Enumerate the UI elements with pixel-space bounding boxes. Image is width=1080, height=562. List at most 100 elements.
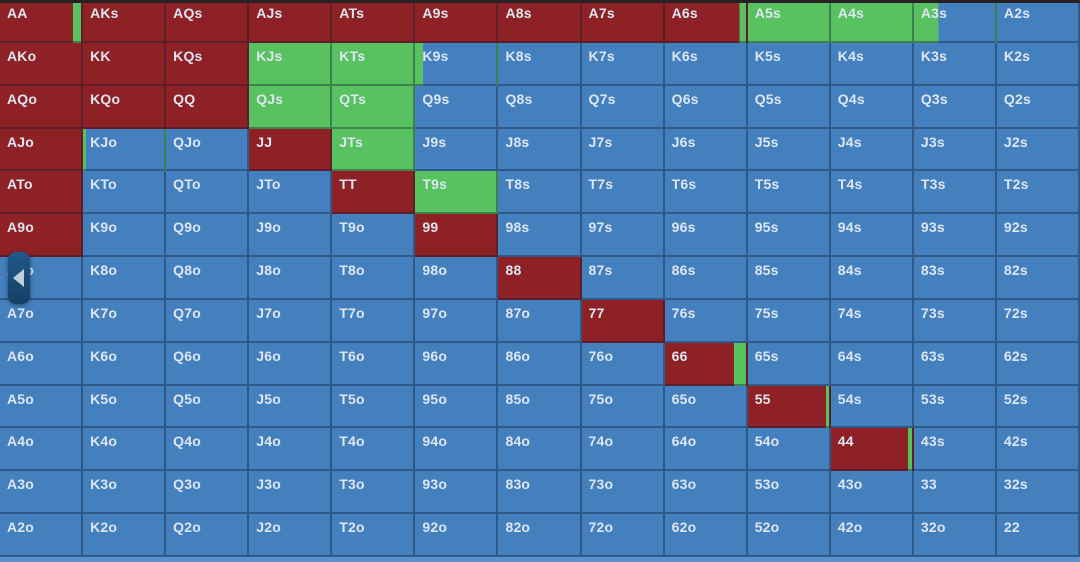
cell-98o[interactable]: 98o — [415, 257, 499, 300]
cell-84s[interactable]: 84s — [830, 257, 914, 300]
cell-42s[interactable]: 42s — [996, 428, 1080, 472]
cell-99[interactable]: 99 — [415, 214, 499, 258]
cell-A9s[interactable]: A9s — [415, 0, 499, 43]
cell-Q7o[interactable]: Q7o — [166, 299, 250, 343]
cell-75o[interactable]: 75o — [581, 385, 665, 429]
cell-J2o[interactable]: J2o — [249, 514, 333, 557]
cell-88[interactable]: 88 — [498, 257, 582, 300]
cell-84o[interactable]: 84o — [498, 428, 582, 472]
cell-KJo[interactable]: KJo — [83, 128, 167, 172]
cell-Q4s[interactable]: Q4s — [830, 85, 914, 129]
cell-J7o[interactable]: J7o — [249, 299, 333, 343]
cell-95o[interactable]: 95o — [415, 385, 499, 429]
cell-87s[interactable]: 87s — [581, 257, 665, 300]
cell-T9s[interactable]: T9s — [415, 171, 499, 215]
cell-A3s[interactable]: A3s — [913, 0, 997, 43]
cell-73o[interactable]: 73o — [581, 471, 665, 515]
cell-K6s[interactable]: K6s — [664, 42, 748, 86]
cell-K9o[interactable]: K9o — [83, 214, 167, 258]
cell-A5o[interactable]: A5o — [0, 385, 84, 429]
cell-K5s[interactable]: K5s — [747, 42, 831, 86]
cell-96s[interactable]: 96s — [664, 214, 748, 258]
cell-K8s[interactable]: K8s — [498, 42, 582, 86]
cell-TT[interactable]: TT — [332, 171, 416, 215]
cell-42o[interactable]: 42o — [830, 514, 914, 557]
cell-AJs[interactable]: AJs — [249, 0, 333, 43]
cell-Q7s[interactable]: Q7s — [581, 85, 665, 129]
cell-K7o[interactable]: K7o — [83, 299, 167, 343]
cell-72s[interactable]: 72s — [996, 299, 1080, 343]
cell-77[interactable]: 77 — [581, 299, 665, 343]
cell-86o[interactable]: 86o — [498, 342, 582, 386]
cell-55[interactable]: 55 — [747, 385, 831, 429]
cell-T6s[interactable]: T6s — [664, 171, 748, 215]
cell-A4o[interactable]: A4o — [0, 428, 84, 472]
cell-64o[interactable]: 64o — [664, 428, 748, 472]
cell-85o[interactable]: 85o — [498, 385, 582, 429]
cell-J9o[interactable]: J9o — [249, 214, 333, 258]
cell-93o[interactable]: 93o — [415, 471, 499, 515]
cell-73s[interactable]: 73s — [913, 299, 997, 343]
cell-J3s[interactable]: J3s — [913, 128, 997, 172]
cell-T5o[interactable]: T5o — [332, 385, 416, 429]
cell-J9s[interactable]: J9s — [415, 128, 499, 172]
cell-32s[interactable]: 32s — [996, 471, 1080, 515]
cell-AQo[interactable]: AQo — [0, 85, 84, 129]
cell-75s[interactable]: 75s — [747, 299, 831, 343]
cell-K4o[interactable]: K4o — [83, 428, 167, 472]
cell-J8o[interactable]: J8o — [249, 257, 333, 300]
cell-43o[interactable]: 43o — [830, 471, 914, 515]
cell-QTo[interactable]: QTo — [166, 171, 250, 215]
cell-KJs[interactable]: KJs — [249, 42, 333, 86]
cell-ATo[interactable]: ATo — [0, 171, 84, 215]
cell-97o[interactable]: 97o — [415, 299, 499, 343]
cell-43s[interactable]: 43s — [913, 428, 997, 472]
cell-32o[interactable]: 32o — [913, 514, 997, 557]
cell-65s[interactable]: 65s — [747, 342, 831, 386]
cell-K6o[interactable]: K6o — [83, 342, 167, 386]
cell-82s[interactable]: 82s — [996, 257, 1080, 300]
cell-82o[interactable]: 82o — [498, 514, 582, 557]
cell-J4o[interactable]: J4o — [249, 428, 333, 472]
cell-K3o[interactable]: K3o — [83, 471, 167, 515]
cell-K2s[interactable]: K2s — [996, 42, 1080, 86]
cell-JTs[interactable]: JTs — [332, 128, 416, 172]
cell-64s[interactable]: 64s — [830, 342, 914, 386]
cell-98s[interactable]: 98s — [498, 214, 582, 258]
cell-Q8o[interactable]: Q8o — [166, 257, 250, 300]
cell-74s[interactable]: 74s — [830, 299, 914, 343]
cell-K4s[interactable]: K4s — [830, 42, 914, 86]
cell-92o[interactable]: 92o — [415, 514, 499, 557]
cell-76o[interactable]: 76o — [581, 342, 665, 386]
cell-AA[interactable]: AA — [0, 0, 84, 43]
cell-JTo[interactable]: JTo — [249, 171, 333, 215]
cell-Q4o[interactable]: Q4o — [166, 428, 250, 472]
cell-KQo[interactable]: KQo — [83, 85, 167, 129]
cell-86s[interactable]: 86s — [664, 257, 748, 300]
cell-J6s[interactable]: J6s — [664, 128, 748, 172]
cell-94s[interactable]: 94s — [830, 214, 914, 258]
cell-T4o[interactable]: T4o — [332, 428, 416, 472]
cell-T9o[interactable]: T9o — [332, 214, 416, 258]
cell-K5o[interactable]: K5o — [83, 385, 167, 429]
cell-76s[interactable]: 76s — [664, 299, 748, 343]
cell-AKs[interactable]: AKs — [83, 0, 167, 43]
cell-QJo[interactable]: QJo — [166, 128, 250, 172]
cell-T8o[interactable]: T8o — [332, 257, 416, 300]
cell-KTs[interactable]: KTs — [332, 42, 416, 86]
cell-33[interactable]: 33 — [913, 471, 997, 515]
cell-A2o[interactable]: A2o — [0, 514, 84, 557]
cell-Q3s[interactable]: Q3s — [913, 85, 997, 129]
cell-65o[interactable]: 65o — [664, 385, 748, 429]
cell-Q2o[interactable]: Q2o — [166, 514, 250, 557]
cell-72o[interactable]: 72o — [581, 514, 665, 557]
cell-A7s[interactable]: A7s — [581, 0, 665, 43]
cell-A6s[interactable]: A6s — [664, 0, 748, 43]
cell-54s[interactable]: 54s — [830, 385, 914, 429]
cell-J5s[interactable]: J5s — [747, 128, 831, 172]
cell-66[interactable]: 66 — [664, 342, 748, 386]
cell-KTo[interactable]: KTo — [83, 171, 167, 215]
cell-97s[interactable]: 97s — [581, 214, 665, 258]
cell-A2s[interactable]: A2s — [996, 0, 1080, 43]
cell-A7o[interactable]: A7o — [0, 299, 84, 343]
